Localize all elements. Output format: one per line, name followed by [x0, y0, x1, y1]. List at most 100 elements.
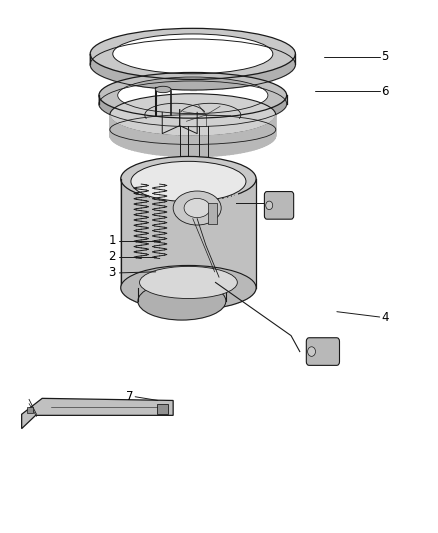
Polygon shape — [132, 191, 134, 301]
Polygon shape — [233, 133, 237, 154]
Polygon shape — [253, 184, 254, 295]
Polygon shape — [229, 172, 230, 260]
Polygon shape — [161, 117, 166, 126]
Polygon shape — [247, 189, 248, 299]
Polygon shape — [212, 199, 215, 309]
Polygon shape — [228, 77, 233, 88]
Polygon shape — [121, 181, 122, 292]
Polygon shape — [195, 136, 199, 157]
Polygon shape — [208, 200, 212, 309]
FancyBboxPatch shape — [306, 338, 339, 366]
Polygon shape — [206, 79, 212, 90]
Polygon shape — [174, 79, 179, 90]
Polygon shape — [162, 199, 166, 309]
Polygon shape — [147, 172, 148, 260]
Polygon shape — [234, 115, 238, 124]
Text: 7: 7 — [126, 390, 133, 403]
Polygon shape — [120, 110, 124, 119]
FancyBboxPatch shape — [265, 191, 293, 219]
Polygon shape — [147, 196, 149, 306]
Polygon shape — [236, 194, 238, 304]
Polygon shape — [266, 124, 268, 146]
Polygon shape — [185, 118, 190, 127]
Polygon shape — [194, 201, 198, 310]
Polygon shape — [138, 131, 141, 152]
Polygon shape — [155, 168, 157, 256]
Polygon shape — [281, 66, 284, 77]
Polygon shape — [187, 201, 190, 310]
Polygon shape — [233, 77, 238, 88]
Polygon shape — [285, 99, 286, 109]
Polygon shape — [212, 135, 217, 156]
Polygon shape — [225, 170, 226, 259]
Polygon shape — [106, 103, 107, 114]
Polygon shape — [169, 135, 173, 156]
Polygon shape — [166, 200, 169, 309]
Polygon shape — [130, 74, 134, 85]
Text: 4: 4 — [381, 311, 389, 324]
Polygon shape — [270, 122, 272, 143]
Ellipse shape — [307, 347, 315, 357]
Polygon shape — [259, 127, 262, 148]
Polygon shape — [190, 201, 194, 310]
Polygon shape — [21, 398, 173, 429]
Polygon shape — [194, 165, 197, 252]
Polygon shape — [155, 198, 159, 308]
Polygon shape — [247, 75, 252, 86]
Polygon shape — [135, 130, 138, 151]
Polygon shape — [166, 117, 170, 126]
Polygon shape — [251, 186, 253, 296]
Polygon shape — [286, 63, 288, 75]
Polygon shape — [208, 166, 210, 254]
Polygon shape — [125, 73, 130, 85]
Polygon shape — [127, 112, 131, 121]
Polygon shape — [195, 118, 200, 127]
Polygon shape — [230, 196, 233, 305]
Polygon shape — [92, 59, 94, 71]
Polygon shape — [272, 120, 273, 142]
Polygon shape — [190, 118, 195, 127]
Polygon shape — [145, 132, 149, 154]
Polygon shape — [152, 134, 156, 155]
Polygon shape — [163, 78, 169, 89]
Polygon shape — [235, 176, 236, 265]
Polygon shape — [112, 107, 115, 117]
Polygon shape — [218, 198, 221, 308]
Polygon shape — [180, 118, 185, 127]
Polygon shape — [294, 56, 295, 69]
Polygon shape — [256, 73, 260, 85]
Polygon shape — [124, 186, 125, 296]
Polygon shape — [99, 72, 287, 118]
Polygon shape — [280, 102, 282, 112]
Polygon shape — [169, 79, 174, 90]
Polygon shape — [243, 76, 247, 87]
Polygon shape — [183, 201, 187, 310]
Polygon shape — [117, 71, 121, 83]
Polygon shape — [102, 101, 104, 111]
Polygon shape — [250, 187, 251, 297]
Polygon shape — [210, 118, 215, 126]
Polygon shape — [94, 61, 95, 72]
Polygon shape — [258, 111, 262, 120]
Polygon shape — [238, 115, 243, 124]
Polygon shape — [125, 187, 127, 297]
Polygon shape — [238, 76, 243, 87]
Polygon shape — [143, 115, 147, 124]
Polygon shape — [143, 174, 145, 262]
Polygon shape — [149, 133, 152, 154]
Polygon shape — [123, 184, 124, 295]
Polygon shape — [217, 135, 221, 156]
Polygon shape — [251, 130, 254, 151]
Polygon shape — [275, 117, 276, 139]
Polygon shape — [282, 101, 283, 111]
Polygon shape — [283, 100, 285, 110]
Polygon shape — [121, 72, 125, 84]
Polygon shape — [119, 125, 121, 146]
Polygon shape — [134, 75, 138, 86]
Polygon shape — [200, 118, 205, 127]
Ellipse shape — [121, 265, 256, 310]
Polygon shape — [141, 132, 145, 153]
Polygon shape — [274, 106, 276, 116]
Polygon shape — [240, 192, 243, 302]
Polygon shape — [276, 105, 278, 115]
